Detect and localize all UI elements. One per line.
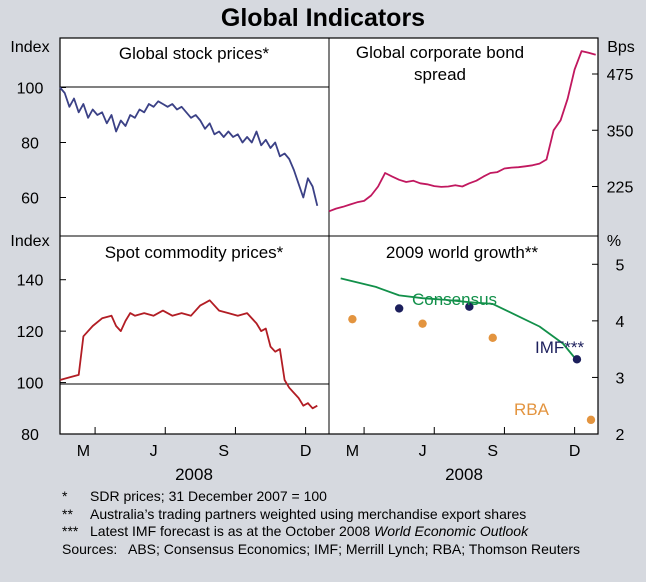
legend-imf: IMF*** (535, 338, 585, 357)
point-growth-1-0 (394, 304, 404, 313)
ylabel-left-top: Index (10, 39, 49, 56)
ytick-label-stock-2: 100 (17, 81, 44, 98)
footnote-2-mark: ** (62, 505, 73, 522)
point-growth-2-3 (586, 415, 596, 425)
xtick-label-commodity-3: D (300, 443, 312, 460)
ytick-label-growth-3: 5 (616, 257, 625, 274)
legend-rba: RBA (514, 400, 550, 419)
axis-ticks: 60 80 100 225 350 475 80 100 120 140 M J S D 2 3 4 5 M J S D (17, 67, 634, 460)
xtick-label-growth-0: M (346, 443, 359, 460)
sources: Sources: ABS; Consensus Economics; IMF; … (62, 541, 637, 559)
xlabel-year-right: 2008 (445, 465, 483, 484)
ylabel-right-bottom: % (607, 233, 621, 250)
footnote-2-text: Australia’s trading partners weighted us… (90, 505, 527, 522)
footnote-1: * SDR prices; 31 December 2007 = 100 (62, 488, 637, 506)
xlabel-year-left: 2008 (175, 465, 213, 484)
ytick-label-stock-0: 60 (21, 191, 39, 208)
series-growth-0 (340, 277, 578, 362)
footnote-1-text: SDR prices; 31 December 2007 = 100 (90, 488, 327, 504)
xtick-label-commodity-2: S (218, 443, 229, 460)
xtick-label-growth-1: J (419, 443, 427, 460)
ytick-label-commodity-3: 140 (17, 273, 44, 290)
panel-title-commodity: Spot commodity prices* (105, 243, 284, 262)
xtick-label-growth-2: S (487, 443, 498, 460)
ytick-label-commodity-2: 120 (17, 324, 44, 341)
series-commodity-0 (59, 299, 318, 410)
figure-title: Global Indicators (221, 4, 425, 32)
sources-label: Sources: (62, 540, 118, 557)
point-growth-2-1 (418, 319, 427, 328)
point-growth-1-2 (572, 355, 582, 364)
point-growth-1-1 (465, 302, 474, 311)
panel-title-stock: Global stock prices* (119, 44, 270, 63)
ytick-label-bond-0: 225 (607, 180, 634, 197)
footnote-1-mark: * (62, 488, 68, 504)
footnote-3-italic: World Economic Outlook (374, 523, 529, 539)
footnote-3-text: Latest IMF forecast is as at the October… (90, 523, 637, 541)
panel-title-growth: 2009 world growth** (386, 243, 539, 262)
footnote-2: ** Australia’s trading partners weighted… (62, 506, 637, 524)
panel-title-bond-2: spread (414, 65, 466, 84)
data-series (59, 50, 596, 425)
footnote-3: *** Latest IMF forecast is as at the Oct… (62, 523, 637, 541)
xtick-label-commodity-0: M (77, 443, 90, 460)
legend-consensus: Consensus (412, 290, 497, 309)
ylabel-right-top: Bps (607, 39, 635, 56)
point-growth-2-0 (348, 314, 357, 324)
point-growth-2-2 (488, 333, 497, 343)
sources-text: ABS; Consensus Economics; IMF; Merrill L… (128, 540, 581, 557)
xtick-label-commodity-1: J (150, 443, 158, 460)
ytick-label-bond-2: 475 (607, 67, 634, 84)
footnotes: * SDR prices; 31 December 2007 = 100 ** … (62, 488, 637, 558)
gridlines (60, 86, 329, 385)
ylabel-left-bottom: Index (10, 233, 49, 250)
ytick-label-growth-0: 2 (616, 427, 625, 444)
ytick-label-commodity-0: 80 (21, 427, 39, 444)
ytick-label-growth-2: 4 (616, 314, 625, 331)
ytick-label-stock-1: 80 (21, 136, 39, 153)
ytick-label-bond-1: 350 (607, 123, 634, 140)
series-stock-0 (59, 86, 319, 207)
footnote-3-plain: Latest IMF forecast is as at the October… (90, 523, 375, 539)
xtick-label-growth-3: D (569, 443, 581, 460)
series-bond-0 (328, 50, 596, 213)
ytick-label-growth-1: 3 (616, 370, 625, 387)
panel-title-bond-1: Global corporate bond (356, 43, 524, 62)
ytick-label-commodity-1: 100 (17, 376, 44, 393)
footnote-3-mark: *** (62, 523, 79, 539)
